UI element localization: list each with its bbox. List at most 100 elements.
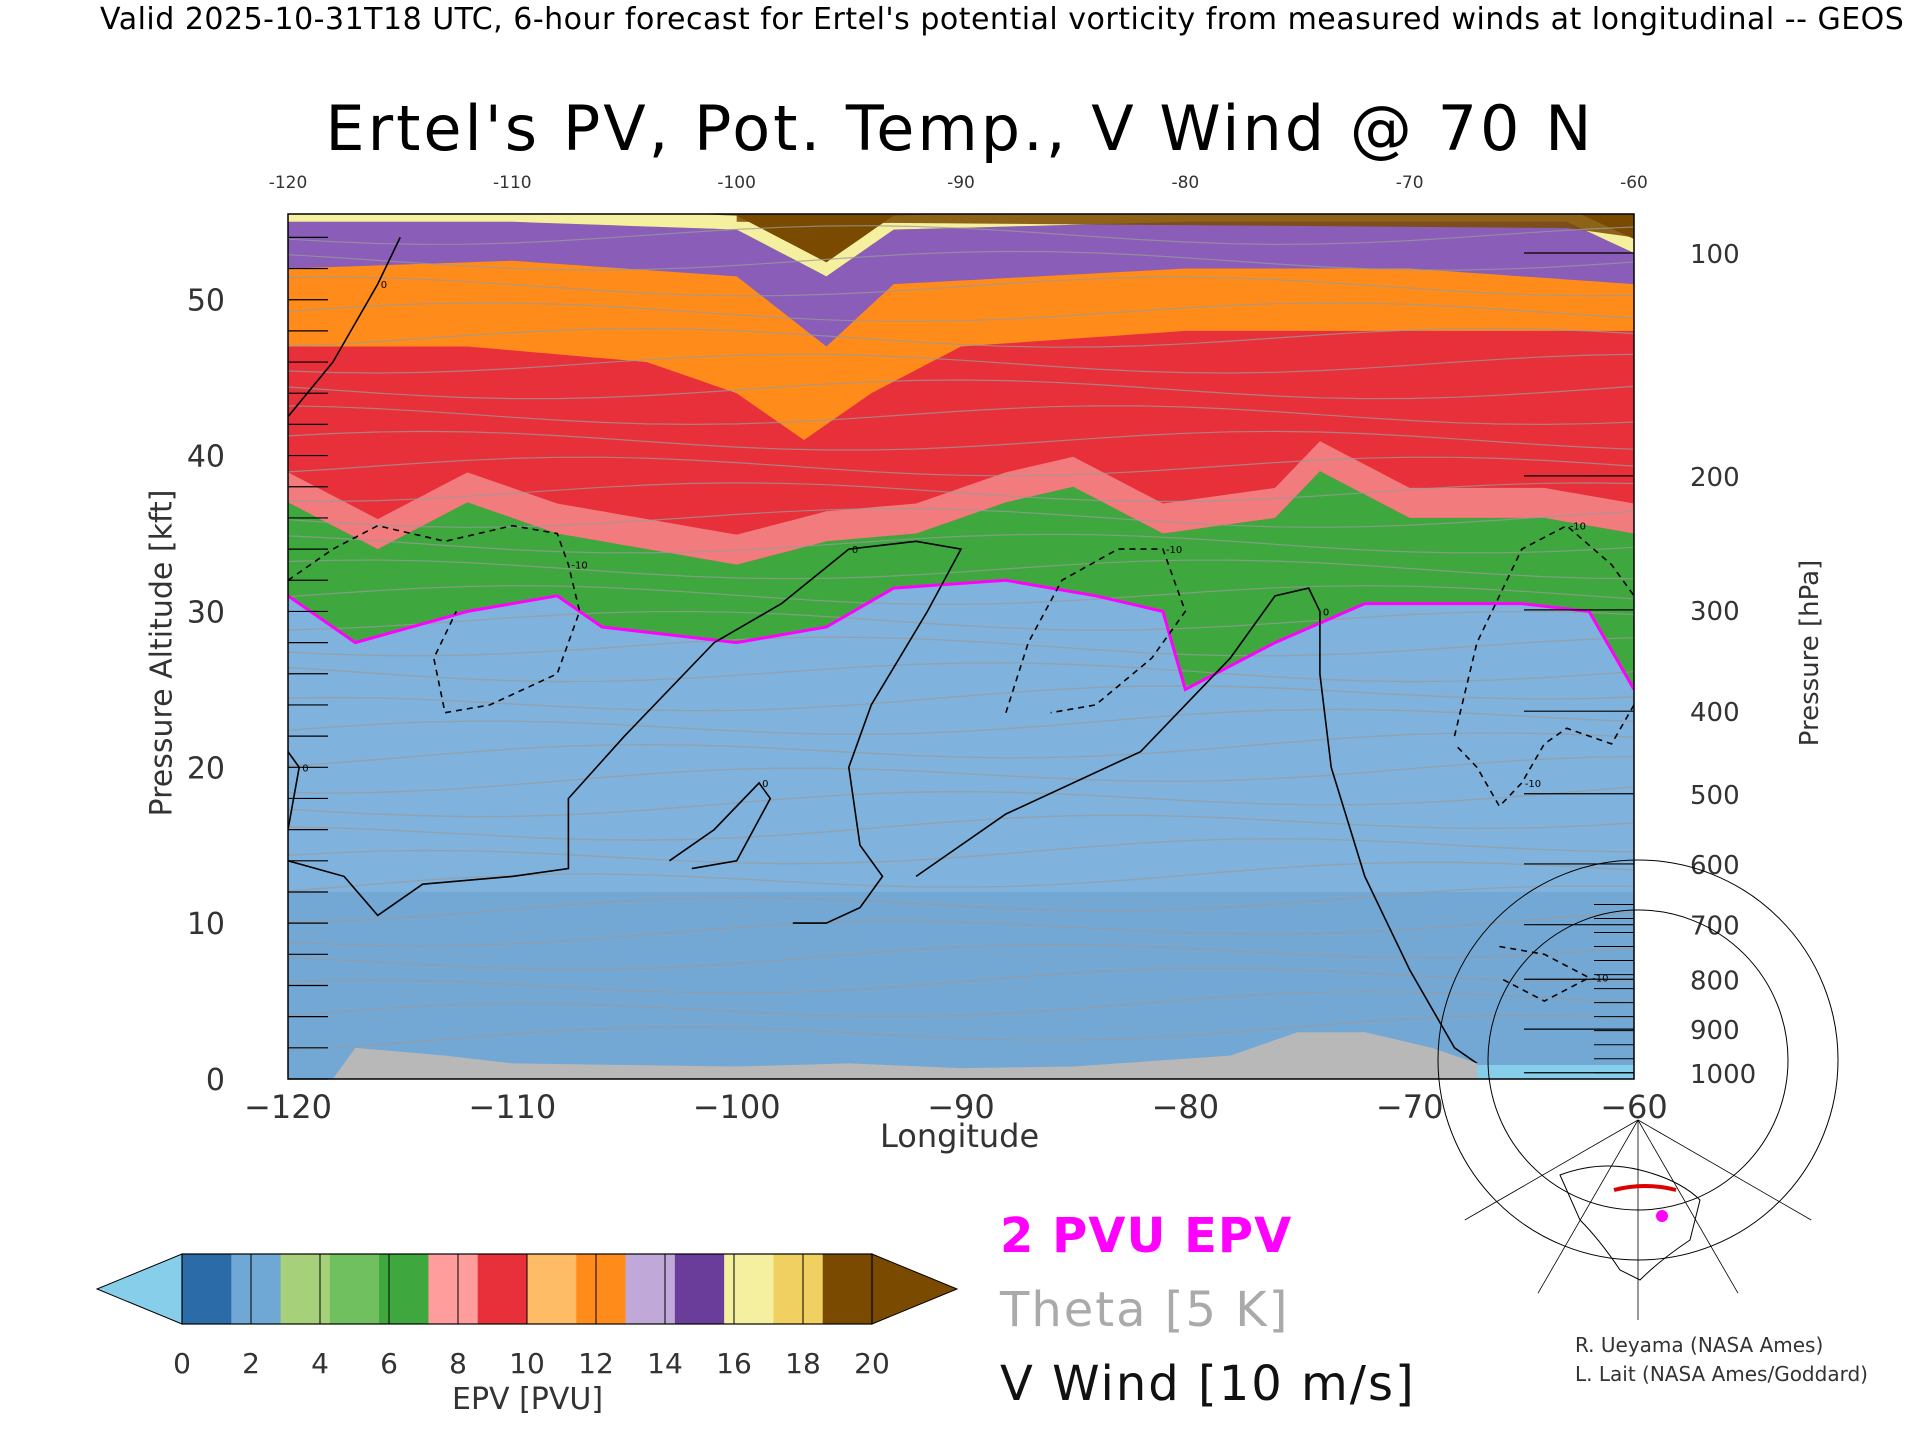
v-wind-contour-line <box>1005 548 1187 714</box>
colorbar-segment <box>576 1254 627 1324</box>
colorbar-tick-label: 12 <box>578 1347 614 1380</box>
theta-line <box>288 838 1634 865</box>
pressure-tick-label: 700 <box>1690 912 1740 942</box>
colorbar-under-arrow <box>95 1253 183 1325</box>
colorbar-segment <box>674 1254 725 1324</box>
pressure-tick-label: 900 <box>1690 1016 1740 1046</box>
x-tick-label: −120 <box>244 1088 332 1126</box>
colorbar-segment <box>773 1254 824 1324</box>
theta-line <box>288 225 1634 246</box>
pressure-tick-label: 800 <box>1690 966 1740 996</box>
theta-line <box>288 379 1634 400</box>
v-wind-contour-line <box>668 781 772 870</box>
x-axis-label: Longitude <box>880 1117 1040 1155</box>
colorbar-segment <box>329 1254 380 1324</box>
y-tick-label: 10 <box>187 907 225 942</box>
inset-coastline <box>1559 1165 1701 1281</box>
theta-line <box>288 250 1634 271</box>
v-wind-contour-label: -10 <box>1525 779 1541 790</box>
colorbar-segment <box>182 1254 232 1324</box>
y-tick-label: 40 <box>187 440 225 475</box>
theta-line <box>288 991 1634 1018</box>
colorbar-segment <box>527 1254 577 1324</box>
x-top-tick-label: -100 <box>717 173 756 193</box>
theta-line <box>288 456 1634 477</box>
theta-line <box>288 786 1634 818</box>
colorbar-segment <box>625 1254 676 1324</box>
legend-theta-contour: Theta [5 K] <box>1000 1282 1290 1338</box>
theta-line <box>288 861 1634 892</box>
surface-terrain <box>332 1032 1477 1079</box>
legend-wind-contour: V Wind [10 m/s] <box>1000 1356 1416 1412</box>
pv2-contour <box>288 578 1634 692</box>
theta-line <box>288 685 1634 712</box>
colorbar-tick-label: 6 <box>380 1347 398 1380</box>
theta-line <box>288 814 1634 841</box>
axis-ticks: −120-120−110-110−100-100−90-90−80-80−70-… <box>187 173 1756 1126</box>
pressure-tick-label: 200 <box>1690 463 1740 493</box>
colorbar-tick-label: 20 <box>854 1347 890 1380</box>
y-axis-right-label: Pressure [hPa] <box>1795 559 1825 747</box>
x-tick-label: −60 <box>1600 1088 1668 1126</box>
v-wind-contour-label: 0 <box>762 779 768 790</box>
x-tick-label: −90 <box>927 1088 995 1126</box>
colorbar-segment <box>477 1254 528 1324</box>
v-wind-contour-label: -10 <box>571 561 587 572</box>
legend-pvu-contour: 2 PVU EPV <box>1000 1208 1293 1264</box>
v-wind-contour-line <box>288 237 401 418</box>
theta-line <box>288 943 1634 970</box>
x-tick-label: −70 <box>1376 1088 1444 1126</box>
surface-sea <box>1476 1064 1634 1079</box>
theta-line <box>288 353 1634 374</box>
theta-line <box>288 911 1634 947</box>
colorbar-label: EPV [PVU] <box>452 1382 604 1417</box>
theta-line <box>288 302 1634 323</box>
colorbar-over-arrow <box>871 1253 959 1325</box>
colorbar-tick-label: 16 <box>716 1347 752 1380</box>
colorbar-segment <box>231 1254 282 1324</box>
inset-location-marker <box>1656 1210 1668 1222</box>
credit-line-1: R. Ueyama (NASA Ames) <box>1575 1333 1824 1357</box>
v-wind-contour-label: 0 <box>1323 607 1329 618</box>
x-top-tick-label: -110 <box>493 173 532 193</box>
x-tick-label: −80 <box>1152 1088 1220 1126</box>
v-wind-contour-label: 0 <box>852 545 858 556</box>
colorbar-tick-label: 14 <box>647 1347 683 1380</box>
x-tick-label: −110 <box>468 1088 556 1126</box>
colorbar-tick-label: 10 <box>509 1347 545 1380</box>
theta-line <box>288 662 1634 683</box>
theta-line <box>288 482 1634 503</box>
inset-map <box>1437 859 1839 1320</box>
v-wind-contour-label: 0 <box>381 280 387 291</box>
theta-line <box>288 585 1634 606</box>
x-top-tick-label: -80 <box>1171 173 1199 193</box>
x-top-tick-label: -70 <box>1396 173 1424 193</box>
theta-line <box>288 276 1634 297</box>
epv-layer-14-16 <box>288 214 1634 347</box>
theta-line <box>288 967 1634 994</box>
v-wind-contour-line <box>915 587 1478 1065</box>
colorbar-segment <box>724 1254 774 1324</box>
inset-meridian <box>1637 1119 1812 1221</box>
v-wind-contour-label: -10 <box>1166 545 1182 556</box>
colorbar-tick-label: 0 <box>173 1347 191 1380</box>
epv-layer-pink <box>288 441 1634 565</box>
v-wind-contour-line <box>288 540 963 924</box>
inset-meridian <box>1637 1119 1739 1294</box>
colorbar-tick-label: 4 <box>311 1347 329 1380</box>
theta-line <box>288 708 1634 735</box>
theta-line <box>288 1014 1634 1051</box>
inset-transect-line <box>1613 1184 1677 1192</box>
pressure-tick-label: 300 <box>1690 597 1740 627</box>
v-wind-contour-line <box>1453 704 1634 808</box>
v-wind-contour-label: 0 <box>302 763 308 774</box>
x-top-tick-label: -120 <box>269 173 308 193</box>
y-tick-label: 0 <box>206 1063 225 1098</box>
colorbar-segment <box>428 1254 479 1324</box>
theta-line <box>288 755 1634 794</box>
theta-line <box>288 610 1634 631</box>
pressure-tick-label: 400 <box>1690 698 1740 728</box>
